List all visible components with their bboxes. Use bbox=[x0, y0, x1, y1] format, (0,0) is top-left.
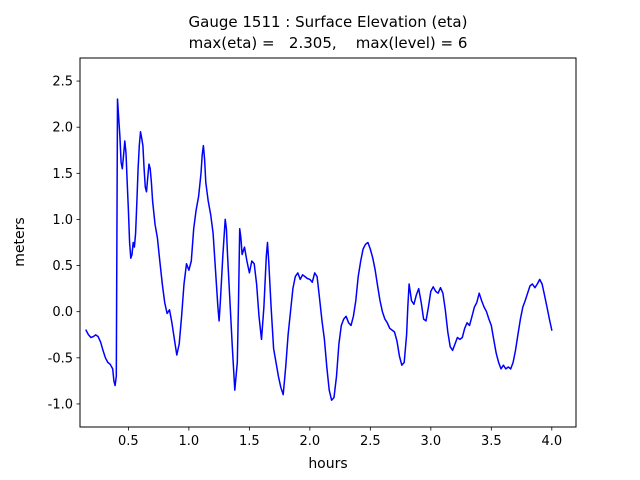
x-tick-label: 2.5 bbox=[360, 434, 381, 449]
eta-line bbox=[85, 98, 553, 401]
plot-background bbox=[80, 58, 576, 427]
y-tick-label: 0.0 bbox=[52, 305, 73, 320]
y-tick-label: -1.0 bbox=[48, 397, 73, 412]
y-tick-label: 1.5 bbox=[52, 167, 73, 182]
x-tick-label: 3.5 bbox=[481, 434, 502, 449]
y-tick-label: -0.5 bbox=[48, 351, 73, 366]
chart-subtitle: max(eta) = 2.305, max(level) = 6 bbox=[188, 34, 468, 52]
x-tick-label: 1.0 bbox=[179, 434, 200, 449]
axes-spines bbox=[79, 57, 577, 428]
y-tick-label: 0.5 bbox=[52, 259, 73, 274]
x-tick-label: 1.5 bbox=[239, 434, 260, 449]
y-tick-label: 2.0 bbox=[52, 121, 73, 136]
x-tick-label: 3.0 bbox=[420, 434, 441, 449]
x-axis-label: hours bbox=[308, 456, 348, 472]
x-tick-label: 4.0 bbox=[541, 434, 562, 449]
x-tick-label: 2.0 bbox=[300, 434, 321, 449]
x-tick-label: 0.5 bbox=[118, 434, 139, 449]
y-tick-label: 2.5 bbox=[52, 75, 73, 90]
y-tick-label: 1.0 bbox=[52, 213, 73, 228]
chart-title: Gauge 1511 : Surface Elevation (eta) bbox=[188, 13, 468, 31]
y-axis-label: meters bbox=[12, 217, 28, 267]
